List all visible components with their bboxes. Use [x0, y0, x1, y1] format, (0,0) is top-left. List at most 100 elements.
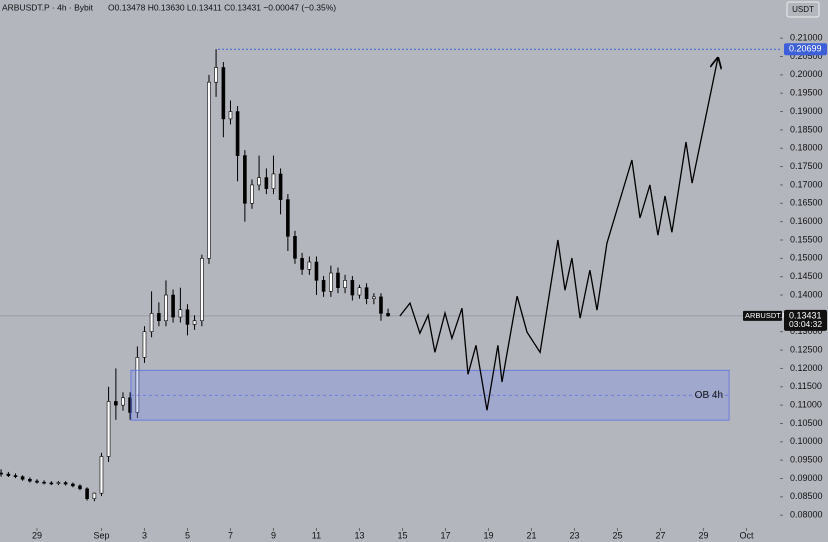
y-tick-label: 0.15000 — [790, 253, 823, 263]
y-tick-label: 0.12500 — [790, 344, 823, 354]
y-tick-label: 0.14000 — [790, 289, 823, 299]
candle-body — [164, 294, 168, 322]
candle-body — [20, 476, 25, 480]
y-tick-label: 0.11000 — [790, 399, 822, 409]
candle-body — [192, 320, 197, 325]
candle-body — [178, 309, 183, 318]
candle-body — [185, 309, 190, 325]
candle-body — [357, 287, 362, 296]
x-tick-label: 19 — [483, 530, 493, 540]
candle-body — [0, 472, 3, 475]
x-tick-label: 29 — [698, 530, 708, 540]
y-tick-label: 0.17000 — [790, 179, 823, 189]
currency-label: USDT — [792, 5, 814, 14]
x-tick-label: Sep — [93, 530, 109, 540]
y-tick-label: 0.14500 — [790, 271, 823, 281]
x-tick-label: 21 — [526, 530, 536, 540]
candle-body — [364, 287, 369, 300]
x-tick-label: 23 — [569, 530, 579, 540]
candle-body — [278, 173, 283, 200]
candle-body — [257, 177, 261, 186]
header-symbol: ARBUSDT.P · 4h · Bybit — [2, 2, 94, 12]
y-tick-label: 0.19500 — [790, 88, 823, 98]
candle-body — [243, 155, 247, 204]
y-tick-label: 0.10500 — [790, 418, 823, 428]
candle-body — [386, 313, 390, 317]
axes: 0.08000 0.08500 0.09000 0.09500 0.10000 0.105… — [32, 33, 827, 540]
candle-body — [63, 482, 68, 485]
candle-body — [121, 397, 125, 406]
y-tick-label: 0.09500 — [790, 455, 823, 465]
candle-body — [214, 67, 218, 83]
y-tick-label: 0.11500 — [790, 381, 822, 391]
y-tick-label: 0.15500 — [790, 234, 823, 244]
x-tick-label: 13 — [354, 530, 364, 540]
x-tick-label: 29 — [32, 530, 42, 540]
candle-body — [92, 492, 97, 499]
y-tick-label: 0.10000 — [790, 436, 823, 446]
candle-body — [135, 357, 140, 413]
candle-body — [271, 173, 276, 189]
candle-body — [228, 111, 233, 120]
candle-body — [106, 401, 111, 457]
candle-body — [71, 483, 75, 487]
y-tick-label: 0.13000 — [790, 326, 823, 336]
currency-button[interactable] — [786, 1, 820, 18]
candle-body — [128, 397, 132, 413]
candle-body — [250, 184, 254, 204]
y-tick-label: 0.20500 — [790, 51, 823, 61]
y-tick-label: 0.18000 — [790, 143, 823, 153]
projection-path — [399, 58, 718, 411]
candle-body — [221, 67, 226, 120]
y-tick-label: 0.17500 — [790, 161, 823, 171]
order-block-zone — [130, 369, 730, 421]
candle-body — [286, 199, 290, 237]
x-tick-label: 27 — [655, 530, 665, 540]
candle-body — [235, 111, 240, 156]
candle-body — [207, 81, 211, 259]
candle-body — [336, 272, 340, 288]
y-tick-label: 0.16500 — [790, 198, 823, 208]
candle-body — [114, 401, 118, 406]
symbol-box — [743, 310, 782, 321]
x-tick-label: 3 — [142, 530, 147, 540]
candle-body — [149, 313, 154, 333]
candle-body — [78, 485, 82, 490]
last-price-label: 0.13431 — [789, 310, 822, 320]
candle-body — [343, 280, 347, 288]
candle-body — [99, 456, 104, 494]
candle-body — [28, 478, 32, 482]
candle-body — [321, 280, 326, 292]
candle-body — [307, 261, 312, 270]
countdown-label: 03:04:32 — [789, 319, 822, 329]
symbol-label: ARBUSDT.P — [745, 311, 787, 320]
x-tick-label: 11 — [312, 530, 321, 540]
zone-label: OB 4h — [695, 390, 723, 401]
x-tick-label: 9 — [271, 530, 276, 540]
y-tick-label: 0.16000 — [790, 216, 823, 226]
last-price-box — [784, 309, 827, 331]
y-tick-label: 0.09000 — [790, 473, 823, 483]
candle-body — [157, 313, 161, 322]
candle-body — [171, 294, 175, 318]
x-tick-label: 5 — [185, 530, 190, 540]
candle-body — [42, 481, 46, 484]
candle-body — [200, 258, 204, 322]
candle-body — [379, 296, 383, 314]
candle-body — [314, 261, 319, 281]
y-tick-label: 0.08000 — [790, 510, 823, 520]
candle-body — [56, 482, 61, 484]
candle-body — [6, 473, 11, 476]
x-tick-label: 15 — [397, 530, 407, 540]
x-tick-label: 7 — [228, 530, 233, 540]
candle-body — [293, 236, 297, 259]
y-tick-label: 0.08500 — [790, 491, 823, 501]
y-tick-label: 0.12000 — [790, 363, 823, 373]
high-price-label: 0.20699 — [789, 44, 822, 54]
candle-body — [85, 488, 89, 499]
candle-body — [142, 331, 147, 358]
x-tick-label: 17 — [440, 530, 450, 540]
candle-body — [300, 258, 304, 270]
